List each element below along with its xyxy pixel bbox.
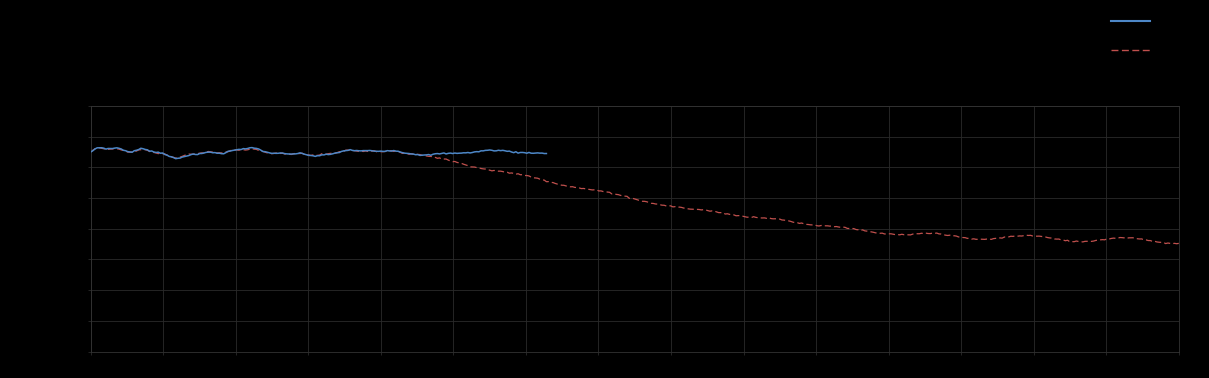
Legend: , : , bbox=[1111, 14, 1150, 58]
